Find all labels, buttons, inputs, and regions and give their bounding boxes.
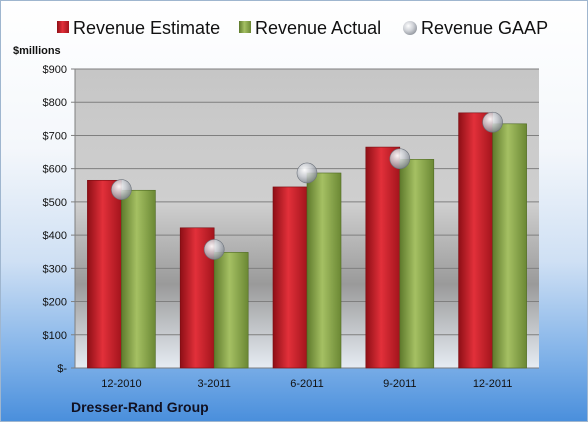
legend: Revenue Estimate Revenue Actual Revenue …	[57, 18, 548, 38]
marker-revenue-gaap-12-2011	[482, 111, 503, 133]
y-tick-label-200: $200	[43, 297, 67, 309]
legend-swatch-revenue-estimate	[57, 21, 69, 33]
company-name: Dresser-Rand Group	[71, 399, 209, 415]
bar-revenue-actual-12-2010	[121, 189, 156, 369]
marker-revenue-gaap-3-2011	[203, 239, 225, 260]
y-axis-units-label: $millions	[13, 45, 61, 57]
bar-revenue-estimate-12-2011	[458, 112, 493, 369]
marker-revenue-gaap-12-2010	[111, 179, 132, 200]
legend-swatch-revenue-gaap	[403, 21, 417, 35]
x-tick-label-12-2010: 12-2010	[101, 378, 141, 390]
bar-revenue-actual-6-2011	[306, 172, 342, 369]
x-axis-ticks: 12-2010 3-2011 6-2011 9-2011 12-2011	[101, 378, 512, 390]
marker-revenue-gaap-6-2011	[296, 162, 318, 184]
y-tick-label-800: $800	[43, 97, 67, 109]
y-tick-label-500: $500	[43, 197, 67, 209]
legend-swatch-revenue-actual	[239, 21, 251, 33]
legend-label-revenue-estimate: Revenue Estimate	[73, 18, 220, 38]
y-tick-label-0: $-	[57, 363, 67, 375]
legend-label-revenue-gaap: Revenue GAAP	[421, 18, 548, 38]
y-tick-label-700: $700	[43, 130, 67, 142]
y-tick-label-300: $300	[43, 263, 67, 275]
x-tick-label-12-2011: 12-2011	[473, 378, 513, 390]
bar-revenue-estimate-12-2010	[87, 179, 122, 369]
y-tick-label-400: $400	[43, 230, 67, 242]
marker-revenue-gaap-9-2011	[389, 148, 411, 169]
bars	[87, 112, 527, 369]
bar-revenue-estimate-9-2011	[365, 146, 401, 369]
x-tick-label-9-2011: 9-2011	[383, 378, 416, 390]
y-tick-label-100: $100	[43, 330, 67, 342]
bar-revenue-actual-3-2011	[213, 252, 249, 369]
x-tick-label-3-2011: 3-2011	[197, 378, 230, 390]
bar-revenue-actual-9-2011	[399, 159, 435, 369]
bar-revenue-actual-12-2011	[492, 123, 527, 369]
y-tick-label-900: $900	[43, 64, 67, 76]
legend-label-revenue-actual: Revenue Actual	[255, 18, 381, 38]
gaap-markers	[111, 111, 503, 260]
x-tick-label-6-2011: 6-2011	[290, 378, 323, 390]
y-axis-ticks: $- $100 $200 $300 $400 $500 $600 $700 $800 $900	[43, 64, 76, 375]
bar-revenue-estimate-6-2011	[272, 186, 308, 369]
y-tick-label-600: $600	[43, 164, 67, 176]
